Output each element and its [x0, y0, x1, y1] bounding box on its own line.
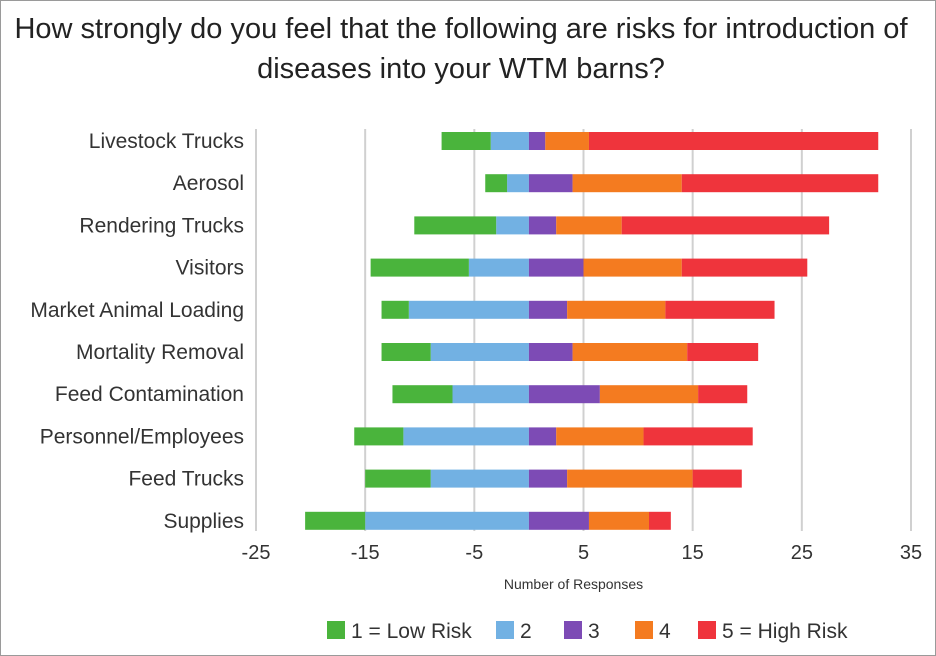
- legend-label-2: 2: [520, 620, 532, 643]
- bar-9-s2: [365, 511, 529, 530]
- gridlines: [255, 129, 912, 531]
- bar-6-s3: [528, 385, 600, 404]
- bar-8-s4: [567, 469, 693, 488]
- category-label-2: Rendering Trucks: [79, 214, 244, 237]
- bar-1-s4: [572, 174, 682, 193]
- bar-5-s3: [528, 343, 573, 361]
- bar-9-s3: [528, 511, 589, 530]
- bar-6-s1: [392, 385, 453, 404]
- x-tick-label-5: 25: [791, 542, 813, 564]
- x-tick-label-1: -15: [351, 542, 380, 564]
- bar-0-s4: [545, 132, 589, 150]
- category-label-5: Mortality Removal: [76, 341, 244, 364]
- x-tick-label-0: -25: [242, 542, 271, 564]
- bar-9-s5: [649, 511, 671, 530]
- legend-swatch-1: [327, 621, 345, 639]
- legend-swatch-3: [564, 621, 582, 639]
- category-label-9: Supplies: [163, 510, 244, 533]
- bar-1-s5: [681, 174, 879, 193]
- category-label-6: Feed Contamination: [55, 383, 244, 406]
- bar-4-s5: [665, 300, 775, 319]
- bar-0-s2: [490, 132, 529, 150]
- legend: 1 = Low Risk 2 3 4 5 = High Risk: [327, 620, 848, 643]
- legend-label-5: 5 = High Risk: [722, 620, 848, 643]
- bar-8-s2: [430, 469, 529, 488]
- bar-0-s1: [441, 132, 491, 150]
- bar-6-s4: [599, 385, 699, 404]
- legend-label-4: 4: [659, 620, 671, 643]
- bar-4-s2: [408, 300, 529, 319]
- chart-title: How strongly do you feel that the follow…: [14, 13, 908, 85]
- bar-2-s3: [528, 216, 557, 235]
- bars: [305, 132, 879, 530]
- bar-5-s4: [572, 343, 688, 361]
- bar-8-s5: [692, 469, 742, 488]
- bar-5-s1: [381, 343, 431, 361]
- bar-2-s2: [496, 216, 529, 235]
- bar-8-s1: [365, 469, 431, 488]
- legend-label-3: 3: [588, 620, 600, 643]
- x-tick-labels: -25 -15 -5 5 15 25 35: [242, 542, 923, 564]
- x-tick-label-3: 5: [578, 542, 589, 564]
- bar-7-s1: [354, 427, 404, 446]
- bar-7-s4: [556, 427, 644, 446]
- bar-3-s5: [681, 258, 808, 277]
- legend-label-1: 1 = Low Risk: [351, 620, 472, 643]
- category-label-1: Aerosol: [173, 172, 244, 195]
- bar-4-s1: [381, 300, 409, 319]
- x-tick-label-4: 15: [682, 542, 704, 564]
- bar-2-s4: [556, 216, 622, 235]
- bar-3-s4: [583, 258, 682, 277]
- bar-7-s3: [528, 427, 557, 446]
- bar-8-s3: [528, 469, 568, 488]
- bar-7-s2: [403, 427, 529, 446]
- bar-2-s1: [414, 216, 497, 235]
- bar-9-s1: [305, 511, 366, 530]
- bar-4-s4: [567, 300, 666, 319]
- bar-5-s2: [430, 343, 529, 361]
- bar-2-s5: [621, 216, 830, 235]
- bar-1-s2: [507, 174, 529, 193]
- category-label-7: Personnel/Employees: [40, 425, 244, 448]
- bar-6-s5: [698, 385, 748, 404]
- legend-swatch-5: [698, 621, 716, 639]
- legend-swatch-4: [635, 621, 653, 639]
- category-label-3: Visitors: [176, 257, 244, 280]
- bar-0-s3: [528, 132, 546, 150]
- bar-4-s3: [528, 300, 568, 319]
- legend-swatch-2: [496, 621, 514, 639]
- category-label-4: Market Animal Loading: [30, 299, 244, 322]
- bar-7-s5: [643, 427, 753, 446]
- bar-3-s2: [468, 258, 529, 277]
- category-label-8: Feed Trucks: [128, 468, 244, 491]
- category-labels: Livestock Trucks Aerosol Rendering Trucks V…: [30, 130, 244, 533]
- bar-9-s4: [588, 511, 649, 530]
- x-axis-title: Number of Responses: [504, 576, 643, 592]
- bar-3-s1: [370, 258, 469, 277]
- bar-3-s3: [528, 258, 584, 277]
- bar-5-s5: [687, 343, 759, 361]
- bar-1-s3: [528, 174, 573, 193]
- x-tick-label-6: 35: [900, 542, 922, 564]
- bar-0-s5: [588, 132, 879, 150]
- bar-1-s1: [485, 174, 508, 193]
- x-tick-label-2: -5: [465, 542, 483, 564]
- bar-6-s2: [452, 385, 529, 404]
- category-label-0: Livestock Trucks: [89, 130, 244, 153]
